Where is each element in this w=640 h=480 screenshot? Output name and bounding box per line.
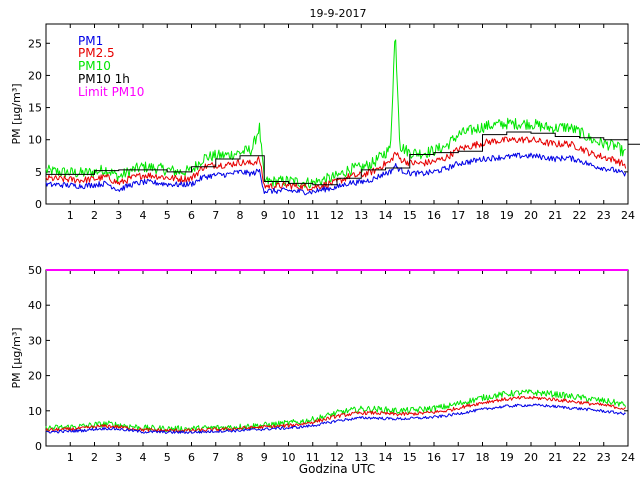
p1-xtick-label-19: 19 — [500, 451, 514, 464]
p1-xtick-label-6: 6 — [188, 451, 195, 464]
p1-xtick-label-2: 2 — [91, 451, 98, 464]
p1-xtick-label-13: 13 — [354, 451, 368, 464]
p1-ytick-label-0: 0 — [35, 440, 42, 453]
panel-top-series — [45, 39, 640, 196]
panel-bottom-frame — [45, 269, 629, 447]
p1-xtick-label-18: 18 — [476, 451, 490, 464]
p1-xtick-label-16: 16 — [427, 451, 441, 464]
p0-ytick-label-20: 20 — [28, 69, 42, 82]
p1-xtick-label-24: 24 — [621, 451, 635, 464]
p1-xtick-label-21: 21 — [548, 451, 562, 464]
p1-series-pm1 — [45, 403, 626, 434]
legend-pm10-1h: PM10 1h — [78, 72, 130, 86]
p0-xtick-label-18: 18 — [476, 209, 490, 222]
p1-xtick-label-22: 22 — [573, 451, 587, 464]
figure-title: 19-9-2017 — [310, 7, 367, 20]
p1-ytick-label-20: 20 — [28, 370, 42, 383]
p1-xtick-label-14: 14 — [379, 451, 393, 464]
p0-xtick-label-6: 6 — [188, 209, 195, 222]
p1-xtick-label-12: 12 — [330, 451, 344, 464]
p0-xtick-label-20: 20 — [524, 209, 538, 222]
p1-series-pm2-5 — [45, 395, 626, 433]
legend-limit-pm10: Limit PM10 — [78, 85, 144, 99]
p0-ytick-label-10: 10 — [28, 134, 42, 147]
legend-pm25: PM2.5 — [78, 46, 115, 60]
p0-xtick-label-19: 19 — [500, 209, 514, 222]
p0-xtick-label-24: 24 — [621, 209, 635, 222]
p0-ytick-label-5: 5 — [35, 166, 42, 179]
p0-xtick-label-9: 9 — [261, 209, 268, 222]
panel-bottom-series — [45, 269, 628, 434]
p1-ytick-label-50: 50 — [28, 264, 42, 277]
panel-top-frame — [45, 23, 629, 205]
p1-ytick-label-30: 30 — [28, 334, 42, 347]
p1-ytick-label-10: 10 — [28, 405, 42, 418]
p1-xtick-label-17: 17 — [451, 451, 465, 464]
p1-xtick-label-3: 3 — [115, 451, 122, 464]
panel-top-ylabel: PM [µg/m³] — [10, 83, 23, 144]
p0-xtick-label-3: 3 — [115, 209, 122, 222]
p0-xtick-label-5: 5 — [164, 209, 171, 222]
p0-xtick-label-4: 4 — [140, 209, 147, 222]
p0-series-pm10-1h — [46, 131, 640, 186]
p0-ytick-label-25: 25 — [28, 37, 42, 50]
p0-xtick-label-2: 2 — [91, 209, 98, 222]
panel-top-legend: PM1 PM2.5 PM10 PM10 1h Limit PM10 — [78, 34, 144, 99]
p0-xtick-label-12: 12 — [330, 209, 344, 222]
p0-series-pm1 — [45, 152, 627, 196]
legend-pm10: PM10 — [78, 59, 111, 73]
panel-bottom: 1 2 3 4 5 6 7 8 9 10 11 12 13 14 15 16 17 18 19 20 21 22 23 240… — [10, 264, 635, 476]
p1-xtick-label-20: 20 — [524, 451, 538, 464]
p1-xtick-label-23: 23 — [597, 451, 611, 464]
p1-xtick-label-4: 4 — [140, 451, 147, 464]
p0-xtick-label-14: 14 — [379, 209, 393, 222]
p1-xtick-label-15: 15 — [403, 451, 417, 464]
panel-bottom-ylabel: PM [µg/m³] — [10, 327, 23, 388]
p1-xtick-label-7: 7 — [212, 451, 219, 464]
legend-pm1: PM1 — [78, 34, 103, 48]
p0-xtick-label-22: 22 — [573, 209, 587, 222]
p1-xtick-label-1: 1 — [67, 451, 74, 464]
p1-xtick-label-5: 5 — [164, 451, 171, 464]
p0-xtick-label-15: 15 — [403, 209, 417, 222]
p0-ytick-label-15: 15 — [28, 102, 42, 115]
p0-xtick-label-16: 16 — [427, 209, 441, 222]
p0-xtick-label-1: 1 — [67, 209, 74, 222]
p1-xtick-label-10: 10 — [282, 451, 296, 464]
panel-top-ticks: 1 2 3 4 5 6 7 8 9 10 11 12 13 14 15 16 17 18 19 20 21 22 23 240… — [28, 24, 635, 222]
p0-xtick-label-8: 8 — [237, 209, 244, 222]
p1-xtick-label-8: 8 — [237, 451, 244, 464]
panel-bottom-xlabel: Godzina UTC — [299, 462, 375, 476]
panel-bottom-ticks: 1 2 3 4 5 6 7 8 9 10 11 12 13 14 15 16 17 18 19 20 21 22 23 240… — [28, 264, 635, 464]
p0-xtick-label-23: 23 — [597, 209, 611, 222]
p0-xtick-label-17: 17 — [451, 209, 465, 222]
p0-series-pm2-5 — [45, 136, 627, 191]
p0-series-pm10 — [45, 39, 626, 189]
p1-ytick-label-40: 40 — [28, 299, 42, 312]
p0-xtick-label-21: 21 — [548, 209, 562, 222]
p0-ytick-label-0: 0 — [35, 198, 42, 211]
p1-xtick-label-9: 9 — [261, 451, 268, 464]
p0-xtick-label-10: 10 — [282, 209, 296, 222]
p0-xtick-label-7: 7 — [212, 209, 219, 222]
p1-xtick-label-11: 11 — [306, 451, 320, 464]
p0-xtick-label-11: 11 — [306, 209, 320, 222]
panel-top: 1 2 3 4 5 6 7 8 9 10 11 12 13 14 15 16 17 18 19 20 21 22 23 240… — [10, 23, 640, 222]
p0-xtick-label-13: 13 — [354, 209, 368, 222]
